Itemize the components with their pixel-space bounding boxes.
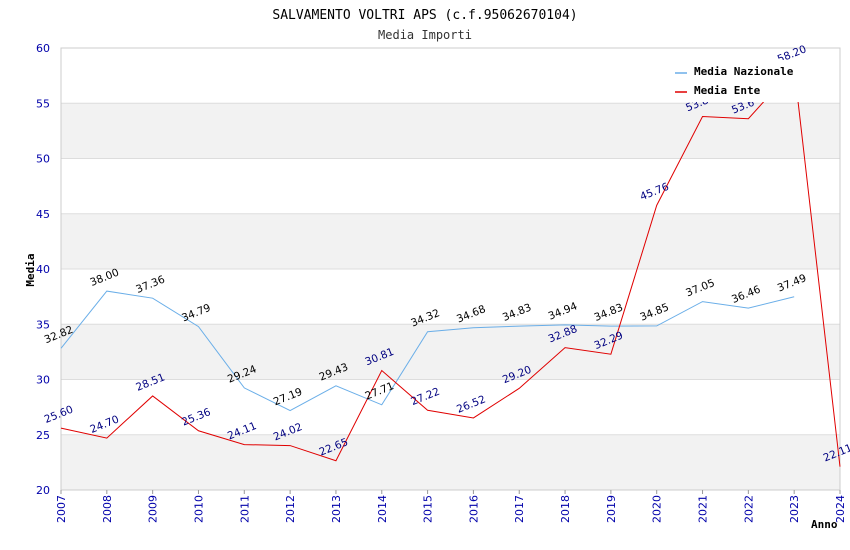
- legend-box: [670, 60, 810, 102]
- x-tick-label: 2023: [788, 495, 801, 523]
- series-lines: [60, 66, 841, 467]
- grid-band: [61, 269, 840, 325]
- y-tick-label: 30: [36, 374, 50, 387]
- x-tick-label: 2012: [284, 495, 297, 523]
- y-tick-label: 50: [36, 153, 50, 166]
- x-tick-label: 2011: [238, 495, 251, 523]
- legend-label-media-nazionale: Media Nazionale: [694, 65, 794, 78]
- x-tick-label: 2008: [101, 495, 114, 523]
- x-axis-ticks: 2007 2008 2009 2010 2011 2012 2013 2014 2015 2016…: [55, 490, 847, 523]
- plot-area: [60, 47, 841, 491]
- x-tick-label: 2009: [147, 495, 160, 523]
- x-tick-label: 2022: [742, 495, 755, 523]
- legend-label-media-ente: Media Ente: [694, 84, 761, 97]
- x-tick-label: 2021: [697, 495, 710, 523]
- y-tick-label: 45: [36, 208, 50, 221]
- series-line-media-ente: [60, 66, 841, 467]
- y-tick-label: 55: [36, 97, 50, 110]
- x-tick-label: 2024: [834, 495, 847, 523]
- x-tick-label: 2007: [55, 495, 68, 523]
- x-tick-label: 2013: [330, 495, 343, 523]
- y-tick-label: 25: [36, 429, 50, 442]
- grid-bands: [61, 48, 840, 490]
- y-tick-label: 20: [36, 484, 50, 497]
- x-tick-label: 2014: [376, 495, 389, 523]
- y-axis-label: Media: [24, 253, 37, 286]
- x-tick-label: 2017: [513, 495, 526, 523]
- chart-title: SALVAMENTO VOLTRI APS (c.f.95062670104): [272, 8, 577, 23]
- x-tick-label: 2015: [422, 495, 435, 523]
- y-tick-label: 60: [36, 42, 50, 55]
- grid-band: [61, 103, 840, 159]
- x-tick-label: 2018: [559, 495, 572, 523]
- grid-band: [61, 324, 840, 380]
- grid-band: [61, 379, 840, 435]
- grid-band: [61, 158, 840, 214]
- x-tick-label: 2010: [192, 495, 205, 523]
- grid-band: [61, 434, 840, 490]
- y-axis-ticks: 20 25 30 35 40 45 50 55 60: [36, 42, 50, 497]
- grid-band: [61, 213, 840, 269]
- y-tick-label: 35: [36, 318, 50, 331]
- x-axis-label: Anno: [811, 518, 838, 531]
- x-tick-label: 2019: [605, 495, 618, 523]
- chart-subtitle: Media Importi: [378, 28, 472, 42]
- legend: Media Nazionale Media Ente: [670, 60, 810, 102]
- y-tick-label: 40: [36, 263, 50, 276]
- x-tick-label: 2016: [467, 495, 480, 523]
- x-tick-label: 2020: [651, 495, 664, 523]
- series-line-media-nazionale: [60, 290, 795, 412]
